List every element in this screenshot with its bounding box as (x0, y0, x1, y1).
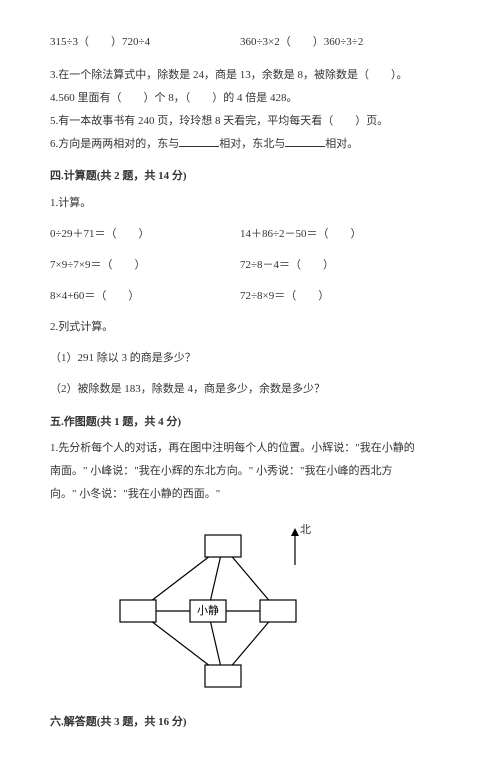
north-label: 北 (300, 520, 311, 541)
calc-row-2: 7×9÷7×9＝（ ） 72÷8－4＝（ ） (50, 255, 450, 276)
expr-2: 360÷3×2（ ）360÷3÷2 (240, 32, 430, 53)
calc-row-3: 8×4+60＝（ ） 72÷8×9＝（ ） (50, 286, 450, 307)
q6-part-a: 6.方向是两两相对的，东与 (50, 138, 179, 150)
expr-1: 315÷3（ ）720÷4 (50, 32, 240, 53)
question-3: 3.在一个除法算式中，除数是 24，商是 13，余数是 8，被除数是（ ）。 (50, 65, 450, 86)
calc-r3c1: 8×4+60＝（ ） (50, 286, 240, 307)
sec4-q2: 2.列式计算。 (50, 317, 450, 338)
calc-r1c1: 0÷29＋71＝（ ） (50, 224, 240, 245)
question-5: 5.有一本故事书有 240 页，玲玲想 8 天看完，平均每天看（ ）页。 (50, 111, 450, 132)
sec5-q1a: 1.先分析每个人的对话，再在图中注明每个人的位置。小辉说："我在小静的 (50, 438, 450, 459)
sec4-q1: 1.计算。 (50, 193, 450, 214)
blank-2 (285, 134, 325, 147)
sec5-q1c: 向。" 小冬说："我在小静的西面。" (50, 484, 450, 505)
calc-r2c2: 72÷8－4＝（ ） (240, 255, 430, 276)
calc-row-1: 0÷29＋71＝（ ） 14＋86÷2－50＝（ ） (50, 224, 450, 245)
section-6-title: 六.解答题(共 3 题，共 16 分) (50, 712, 450, 733)
expression-row-1: 315÷3（ ）720÷4 360÷3×2（ ）360÷3÷2 (50, 32, 450, 53)
diagram-svg: 小静 (105, 520, 335, 700)
svg-text:小静: 小静 (197, 603, 219, 617)
section-5-title: 五.作图题(共 1 题，共 4 分) (50, 412, 450, 433)
blank-1 (179, 134, 219, 147)
question-6: 6.方向是两两相对的，东与 相对，东北与 相对。 (50, 134, 450, 155)
section-4-title: 四.计算题(共 2 题，共 14 分) (50, 166, 450, 187)
calc-r1c2: 14＋86÷2－50＝（ ） (240, 224, 430, 245)
calc-r2c1: 7×9÷7×9＝（ ） (50, 255, 240, 276)
sec5-q1b: 南面。" 小峰说："我在小辉的东北方向。" 小秀说："我在小峰的西北方 (50, 461, 450, 482)
position-diagram: 北 小静 (105, 520, 335, 700)
sec4-q2a: （1）291 除以 3 的商是多少？ (50, 348, 450, 369)
sec4-q2b: （2）被除数是 183，除数是 4，商是多少，余数是多少？ (50, 379, 450, 400)
question-4: 4.560 里面有（ ）个 8，（ ）的 4 倍是 428。 (50, 88, 450, 109)
q6-part-c: 相对。 (325, 138, 358, 150)
calc-r3c2: 72÷8×9＝（ ） (240, 286, 430, 307)
q6-part-b: 相对，东北与 (219, 138, 285, 150)
